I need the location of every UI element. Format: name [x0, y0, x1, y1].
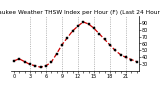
Title: Milwaukee Weather THSW Index per Hour (F) (Last 24 Hours): Milwaukee Weather THSW Index per Hour (F… — [0, 10, 160, 15]
